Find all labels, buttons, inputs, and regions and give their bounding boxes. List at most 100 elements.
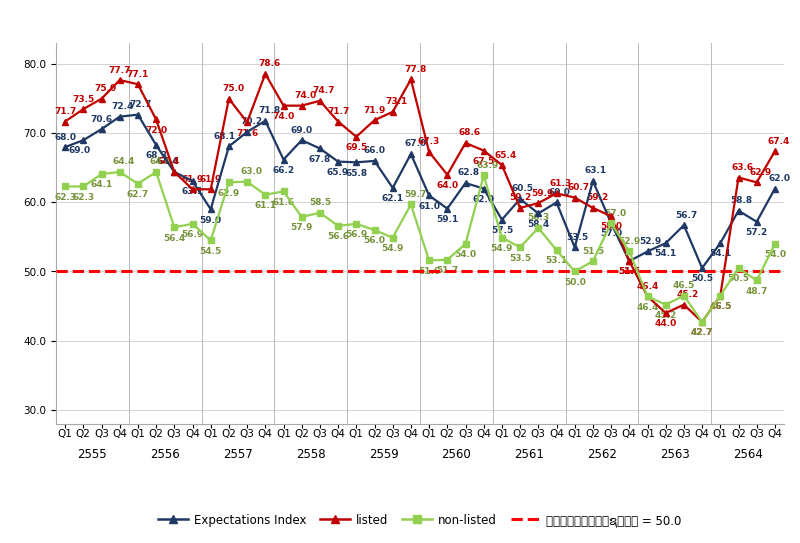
Text: 61.9: 61.9 [199, 175, 222, 184]
Text: 72.7: 72.7 [130, 100, 152, 109]
Text: 58.0: 58.0 [600, 223, 622, 231]
Text: 51.7: 51.7 [436, 266, 458, 275]
Text: 74.0: 74.0 [294, 91, 317, 100]
Text: 58.4: 58.4 [527, 220, 550, 229]
Text: 59.2: 59.2 [509, 193, 531, 203]
Text: 2564: 2564 [733, 449, 762, 461]
Text: 2558: 2558 [296, 449, 326, 461]
Text: 2555: 2555 [78, 449, 107, 461]
Text: 54.0: 54.0 [764, 250, 786, 259]
Text: 67.0: 67.0 [404, 140, 426, 148]
Text: 51.5: 51.5 [618, 267, 640, 276]
Text: 56.6: 56.6 [327, 232, 349, 241]
Text: 77.8: 77.8 [404, 65, 426, 74]
Text: 52.9: 52.9 [639, 237, 662, 246]
Text: 63.1: 63.1 [585, 166, 606, 175]
Text: 75.0: 75.0 [94, 84, 117, 93]
Text: 67.8: 67.8 [309, 155, 331, 164]
Text: 46.4: 46.4 [636, 282, 658, 291]
Text: 69.0: 69.0 [68, 147, 90, 155]
Text: 66.0: 66.0 [363, 147, 386, 155]
Text: 50.5: 50.5 [727, 274, 750, 283]
Text: 46.5: 46.5 [709, 302, 731, 311]
Text: 68.3: 68.3 [145, 151, 167, 160]
Text: 65.4: 65.4 [495, 150, 517, 160]
Text: 66.2: 66.2 [273, 166, 294, 175]
Text: 63.0: 63.0 [240, 167, 262, 176]
Text: 71.6: 71.6 [236, 129, 258, 137]
Text: 48.7: 48.7 [746, 287, 768, 296]
Text: 57.0: 57.0 [600, 229, 622, 238]
Text: 59.9: 59.9 [531, 188, 554, 198]
Text: 57.9: 57.9 [290, 223, 313, 232]
Text: 58.8: 58.8 [730, 196, 752, 205]
Text: 67.5: 67.5 [473, 157, 495, 166]
Text: 60.7: 60.7 [568, 183, 590, 192]
Text: 60.0: 60.0 [548, 188, 570, 197]
Text: 54.9: 54.9 [382, 244, 404, 253]
Text: 74.7: 74.7 [313, 86, 335, 95]
Text: 54.9: 54.9 [490, 244, 513, 253]
Text: 2563: 2563 [660, 449, 690, 461]
Text: 62.9: 62.9 [750, 168, 772, 177]
Text: 75.0: 75.0 [222, 84, 244, 93]
Text: 62.0: 62.0 [473, 195, 494, 204]
Text: 62.7: 62.7 [126, 190, 149, 199]
Text: 42.7: 42.7 [691, 328, 714, 337]
Text: 54.0: 54.0 [454, 250, 477, 259]
Text: 62.0: 62.0 [768, 174, 790, 183]
Text: 54.1: 54.1 [654, 249, 677, 258]
Text: 51.5: 51.5 [582, 247, 604, 256]
Text: 59.0: 59.0 [200, 216, 222, 225]
Text: 64.0: 64.0 [436, 181, 458, 190]
Text: 57.5: 57.5 [490, 226, 513, 235]
Text: 59.2: 59.2 [586, 193, 608, 203]
Text: 53.5: 53.5 [509, 254, 531, 263]
Text: 69.0: 69.0 [290, 125, 313, 135]
Text: 56.3: 56.3 [527, 213, 550, 223]
Text: 56.4: 56.4 [163, 233, 186, 243]
Text: 46.5: 46.5 [709, 302, 731, 311]
Text: 54.1: 54.1 [709, 249, 731, 258]
Text: 2562: 2562 [587, 449, 617, 461]
Text: 56.9: 56.9 [182, 230, 204, 239]
Text: 51.5: 51.5 [618, 267, 640, 276]
Text: 61.0: 61.0 [418, 202, 440, 211]
Text: 68.1: 68.1 [214, 132, 236, 141]
Text: 54.5: 54.5 [199, 247, 222, 256]
Text: 53.1: 53.1 [546, 256, 567, 266]
Text: 53.5: 53.5 [566, 233, 589, 242]
Text: 63.1: 63.1 [182, 187, 203, 196]
Text: 44.0: 44.0 [654, 319, 677, 328]
Text: 45.2: 45.2 [654, 311, 677, 320]
Text: 56.9: 56.9 [345, 230, 367, 239]
Text: 62.1: 62.1 [382, 194, 404, 203]
Text: 46.4: 46.4 [636, 302, 658, 312]
Text: 62.8: 62.8 [458, 168, 479, 178]
Text: 2557: 2557 [223, 449, 253, 461]
Text: 77.7: 77.7 [109, 66, 131, 74]
Text: 64.4: 64.4 [149, 157, 171, 166]
Text: 65.8: 65.8 [346, 168, 367, 178]
Text: 59.7: 59.7 [404, 190, 426, 199]
Text: 65.9: 65.9 [327, 168, 350, 177]
Text: 78.6: 78.6 [258, 59, 281, 68]
Text: 72.0: 72.0 [145, 126, 167, 135]
Legend: Expectations Index, listed, non-listed, ค่ากลางดัຊนี้ = 50.0: Expectations Index, listed, non-listed, … [154, 509, 686, 532]
Text: 67.3: 67.3 [418, 137, 440, 147]
Text: 58.5: 58.5 [309, 198, 331, 207]
Text: 2560: 2560 [442, 449, 471, 461]
Text: 77.1: 77.1 [126, 70, 149, 79]
Text: 42.7: 42.7 [691, 328, 714, 337]
Text: 61.1: 61.1 [254, 201, 276, 210]
Text: 45.2: 45.2 [677, 290, 699, 299]
Text: 57.0: 57.0 [604, 209, 626, 218]
Text: 70.2: 70.2 [240, 117, 262, 127]
Text: 62.9: 62.9 [218, 188, 240, 198]
Text: 64.1: 64.1 [90, 180, 113, 190]
Text: 50.5: 50.5 [691, 274, 713, 283]
Text: 46.5: 46.5 [673, 281, 695, 290]
Text: 56.0: 56.0 [363, 236, 386, 245]
Text: 61.6: 61.6 [273, 198, 294, 206]
Text: 61.3: 61.3 [550, 179, 572, 188]
